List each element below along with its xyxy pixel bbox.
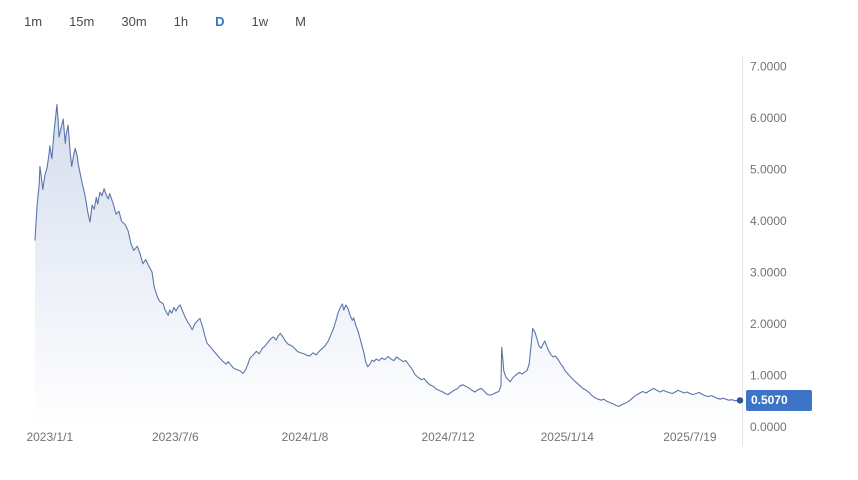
y-axis-tick-label: 7.0000 <box>750 60 787 74</box>
x-axis-tick-label: 2025/1/14 <box>541 430 595 444</box>
last-price-dot <box>736 397 744 404</box>
y-axis-tick-label: 4.0000 <box>750 214 787 228</box>
x-axis-tick-label: 2024/1/8 <box>282 430 329 444</box>
y-axis-tick-label: 0.0000 <box>750 420 787 434</box>
y-axis-tick-label: 2.0000 <box>750 317 787 331</box>
x-axis-tick-label: 2025/7/19 <box>663 430 717 444</box>
x-axis-tick-label: 2023/1/1 <box>26 430 73 444</box>
interval-button-30m[interactable]: 30m <box>121 14 147 29</box>
y-axis-tick-label: 3.0000 <box>750 266 787 280</box>
last-price-badge: 0.5070 <box>746 390 812 411</box>
interval-button-15m[interactable]: 15m <box>69 14 95 29</box>
interval-toolbar: 1m 15m 30m 1h D 1w M <box>24 14 306 29</box>
y-axis-tick-label: 5.0000 <box>750 163 787 177</box>
y-axis-tick-label: 1.0000 <box>750 369 787 383</box>
interval-button-1m[interactable]: 1m <box>24 14 43 29</box>
x-axis-tick-label: 2024/7/12 <box>421 430 475 444</box>
y-axis-tick-label: 6.0000 <box>750 111 787 125</box>
x-axis-tick-label: 2023/7/6 <box>152 430 199 444</box>
price-line <box>34 104 741 407</box>
interval-button-D[interactable]: D <box>215 14 225 29</box>
interval-button-1w[interactable]: 1w <box>251 14 269 29</box>
interval-button-1h[interactable]: 1h <box>173 14 189 29</box>
interval-button-M[interactable]: M <box>295 14 306 29</box>
price-area-fill <box>35 104 740 427</box>
